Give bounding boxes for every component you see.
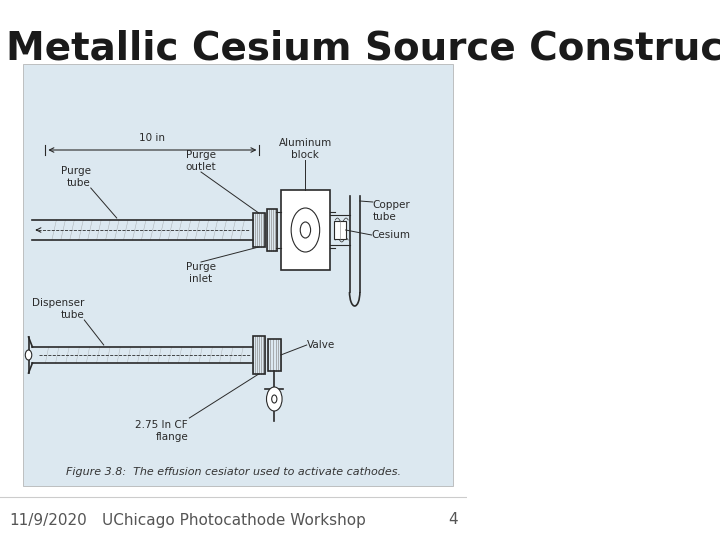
Circle shape [271,395,277,403]
Text: 10 in: 10 in [140,133,166,143]
Text: 2.75 In CF
flange: 2.75 In CF flange [135,420,188,442]
Bar [266,209,277,251]
Circle shape [300,222,310,238]
Circle shape [266,387,282,411]
Bar [281,190,330,270]
Bar [334,221,346,239]
Text: Aluminum
block: Aluminum block [279,138,332,160]
Bar [23,64,453,486]
Bar [253,336,264,374]
Circle shape [291,208,320,252]
Text: Copper
tube: Copper tube [373,200,410,221]
Text: 11/9/2020: 11/9/2020 [9,512,87,528]
Circle shape [25,350,32,360]
Text: Purge
inlet: Purge inlet [186,262,216,284]
Text: Purge
tube: Purge tube [60,166,91,188]
Text: Valve: Valve [307,340,335,350]
Bar [253,213,264,247]
Text: Dispenser
tube: Dispenser tube [32,299,84,320]
Text: Purge
outlet: Purge outlet [186,151,216,172]
Text: Cesium: Cesium [372,230,410,240]
Text: Figure 3.8:  The effusion cesiator used to activate cathodes.: Figure 3.8: The effusion cesiator used t… [66,467,401,477]
Text: Metallic Cesium Source Construction: Metallic Cesium Source Construction [6,30,720,68]
Text: 4: 4 [448,512,458,528]
Bar [268,339,281,371]
Text: UChicago Photocathode Workshop: UChicago Photocathode Workshop [102,512,365,528]
